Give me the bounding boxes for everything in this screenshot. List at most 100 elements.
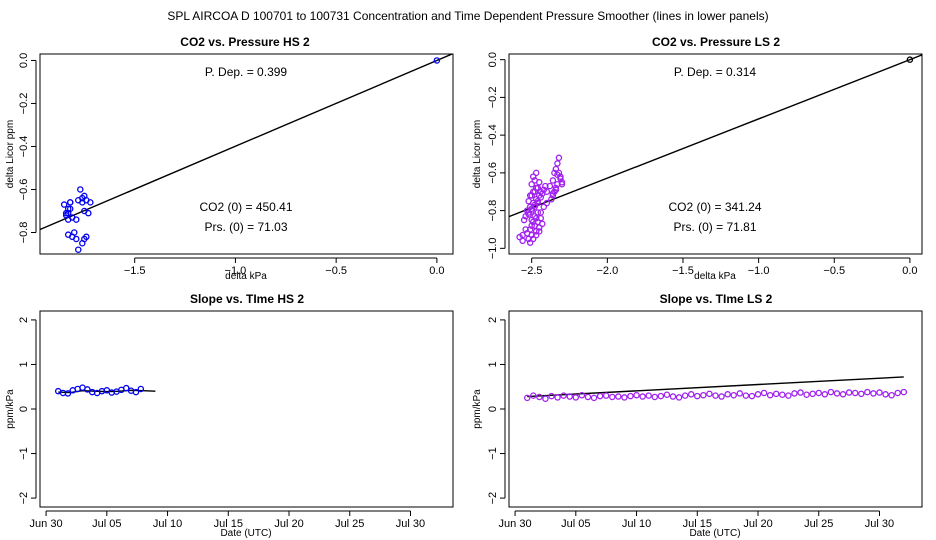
data-point: [755, 392, 760, 397]
data-point: [550, 178, 555, 183]
y-tick-label: −2: [18, 492, 30, 505]
data-point: [737, 391, 742, 396]
x-tick-label: Jul 15: [683, 518, 712, 530]
co2-zero-annotation: CO2 (0) = 450.41: [199, 200, 292, 214]
data-point: [556, 155, 561, 160]
data-point: [585, 394, 590, 399]
data-point: [889, 393, 894, 398]
data-point: [713, 393, 718, 398]
data-point: [859, 391, 864, 396]
data-point: [853, 390, 858, 395]
data-point: [610, 394, 615, 399]
y-tick-label: 0.0: [18, 53, 30, 68]
data-point: [676, 395, 681, 400]
data-point: [822, 392, 827, 397]
x-tick-label: Jul 05: [561, 518, 590, 530]
data-point: [877, 390, 882, 395]
y-axis-label: delta Licor ppm: [5, 120, 16, 188]
data-point: [743, 393, 748, 398]
x-tick-label: Jul 20: [274, 518, 303, 530]
data-point: [689, 392, 694, 397]
data-point: [828, 389, 833, 394]
x-tick-label: Jul 10: [153, 518, 182, 530]
data-point: [658, 393, 663, 398]
y-tick-label: 0: [487, 406, 499, 412]
x-tick-label: Jul 20: [743, 518, 772, 530]
data-point: [628, 393, 633, 398]
x-tick-label: Jul 10: [622, 518, 651, 530]
x-tick-label: 0.0: [429, 265, 444, 277]
y-tick-label: −1.0: [487, 237, 499, 259]
data-point: [810, 391, 815, 396]
data-point: [76, 247, 81, 252]
panel-title: CO2 vs. Pressure LS 2: [652, 35, 780, 49]
data-point: [840, 392, 845, 397]
x-tick-label: −0.5: [325, 265, 347, 277]
data-point: [901, 389, 906, 394]
y-axis-label: ppm/kPa: [5, 389, 16, 429]
y-tick-label: 2: [18, 317, 30, 323]
data-point: [792, 391, 797, 396]
data-point: [616, 394, 621, 399]
data-point: [62, 202, 67, 207]
data-point: [865, 389, 870, 394]
x-tick-label: Jul 25: [335, 518, 364, 530]
data-point: [622, 395, 627, 400]
data-point: [816, 390, 821, 395]
data-point: [749, 393, 754, 398]
y-tick-label: 1: [487, 361, 499, 367]
data-point: [731, 393, 736, 398]
x-tick-label: Jun 30: [499, 518, 532, 530]
panel-title: Slope vs. TIme HS 2: [190, 292, 304, 306]
x-tick-label: 0.0: [902, 265, 917, 277]
data-point: [725, 392, 730, 397]
data-point: [549, 393, 554, 398]
panel-co2-vs-pressure-hs: CO2 vs. Pressure HS 2 delta kPa delta Li…: [5, 35, 453, 282]
y-axis-label: ppm/kPa: [472, 389, 483, 429]
data-point: [707, 391, 712, 396]
data-point: [695, 393, 700, 398]
panel-slope-vs-time-ls: Slope vs. TIme LS 2 Date (UTC) ppm/kPa J…: [472, 292, 922, 539]
data-point: [561, 393, 566, 398]
data-point: [652, 394, 657, 399]
x-tick-label: Jun 30: [30, 518, 63, 530]
y-tick-label: −0.4: [18, 136, 30, 158]
data-point: [555, 161, 560, 166]
x-tick-label: −1.5: [672, 265, 694, 277]
data-point: [761, 390, 766, 395]
p-dep-annotation: P. Dep. = 0.314: [674, 65, 757, 79]
data-point: [774, 391, 779, 396]
y-tick-label: 1: [18, 361, 30, 367]
y-tick-label: 0: [18, 406, 30, 412]
prs-zero-annotation: Prs. (0) = 71.03: [204, 220, 287, 234]
y-tick-label: −0.8: [18, 222, 30, 244]
x-tick-label: Jul 15: [214, 518, 243, 530]
y-axis-label: delta Licor ppm: [472, 120, 483, 188]
data-point: [719, 394, 724, 399]
data-point: [604, 393, 609, 398]
data-point: [520, 238, 525, 243]
x-tick-label: −2.0: [596, 265, 618, 277]
data-layer: [509, 55, 922, 245]
data-point: [591, 395, 596, 400]
data-point: [540, 221, 545, 226]
y-tick-label: 0.0: [487, 52, 499, 67]
x-tick-label: Jul 30: [396, 518, 425, 530]
fit-line: [509, 55, 922, 217]
data-point: [871, 391, 876, 396]
x-tick-label: −1.0: [225, 265, 247, 277]
data-point: [798, 390, 803, 395]
data-point: [543, 396, 548, 401]
plot-frame: [509, 311, 922, 507]
y-tick-label: −0.6: [18, 179, 30, 201]
p-dep-annotation: P. Dep. = 0.399: [205, 65, 288, 79]
data-point: [834, 391, 839, 396]
co2-zero-annotation: CO2 (0) = 341.24: [668, 200, 761, 214]
y-tick-label: −1: [18, 447, 30, 460]
y-tick-label: −0.4: [487, 124, 499, 146]
data-point: [640, 394, 645, 399]
y-tick-label: 2: [487, 317, 499, 323]
y-tick-label: −2: [487, 492, 499, 505]
x-tick-label: −1.5: [124, 265, 146, 277]
data-point: [68, 200, 73, 205]
